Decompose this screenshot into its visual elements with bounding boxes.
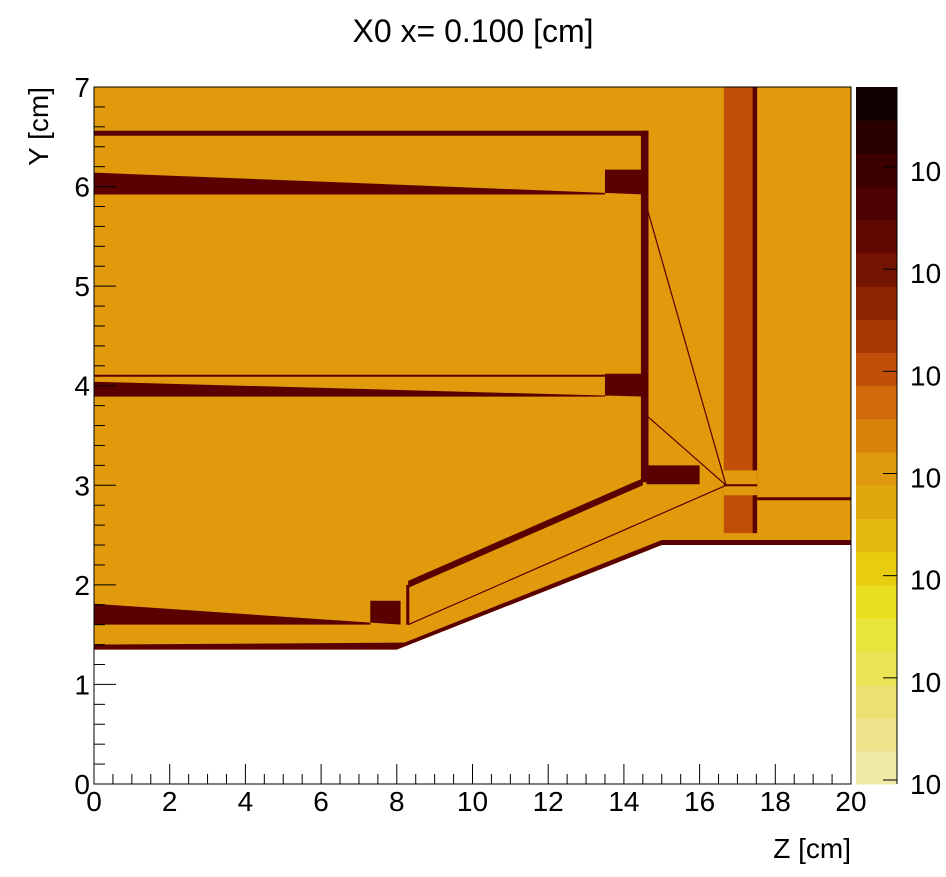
region [752,87,758,534]
region [406,584,410,625]
colorbar-cell [856,286,897,320]
colorbar-cell [856,219,897,254]
colorbar-cell [856,87,897,121]
x-tick-label: 4 [238,786,254,817]
colorbar-cell [856,352,897,387]
region [723,470,758,496]
region [757,497,851,501]
x-tick-label: 10 [457,786,488,817]
y-tick-label: 1 [74,669,90,700]
x-tick-label: 14 [608,786,639,817]
region [408,478,643,588]
y-tick-label: 4 [74,371,90,402]
colorbar-cell [856,618,897,652]
colorbar-label: 10 [910,258,941,289]
colorbar-cell [856,319,897,354]
region [94,373,647,397]
x-tick-label: 20 [835,786,866,817]
colorbar-label: 10 [910,565,941,596]
colorbar-label: 10 [910,156,941,187]
colorbar-label: 10 [910,769,941,800]
region [723,484,758,487]
y-tick-label: 2 [74,570,90,601]
region-line [407,484,727,626]
colorbar-cell [856,651,897,685]
x-tick-label: 18 [760,786,791,817]
colorbar-cell [856,684,897,719]
colorbar-label: 10 [910,463,941,494]
colorbar-cell [856,153,897,188]
colorbar-cell [856,551,897,586]
colorbar-label: 10 [910,360,941,391]
colorbar-cell [856,750,897,785]
y-tick-label: 5 [74,271,90,302]
colorbar-cell [856,452,897,486]
colorbar-cell [856,418,897,453]
region [646,465,700,485]
y-tick-label: 6 [74,172,90,203]
region [94,169,647,195]
colorbar-label: 10 [910,667,941,698]
colorbar-cell [856,252,897,287]
region [723,87,753,534]
x-tick-label: 12 [533,786,564,817]
colorbar-cell [856,485,897,519]
chart-title: X0 x= 0.100 [cm] [352,13,593,49]
x-axis-label: Z [cm] [773,833,851,864]
colorbar-cell [856,584,897,619]
colorbar-cell [856,120,897,154]
colorbar-cell [856,186,897,221]
y-tick-label: 7 [74,72,90,103]
colorbar-cell [856,518,897,553]
y-axis-label: Y [cm] [23,87,54,166]
colorbar-cell [856,385,897,420]
region [94,130,649,136]
region-line [646,206,727,486]
region [94,87,851,650]
x-tick-label: 6 [313,786,329,817]
x-tick-label: 16 [684,786,715,817]
x-tick-label: 0 [86,786,102,817]
region [640,130,649,483]
y-tick-label: 0 [74,769,90,800]
x-tick-label: 8 [389,786,405,817]
colorbar-cell [856,717,897,752]
region-line [646,415,727,486]
region [94,600,401,625]
y-tick-label: 3 [74,470,90,501]
x-tick-label: 2 [162,786,178,817]
region [94,374,647,377]
